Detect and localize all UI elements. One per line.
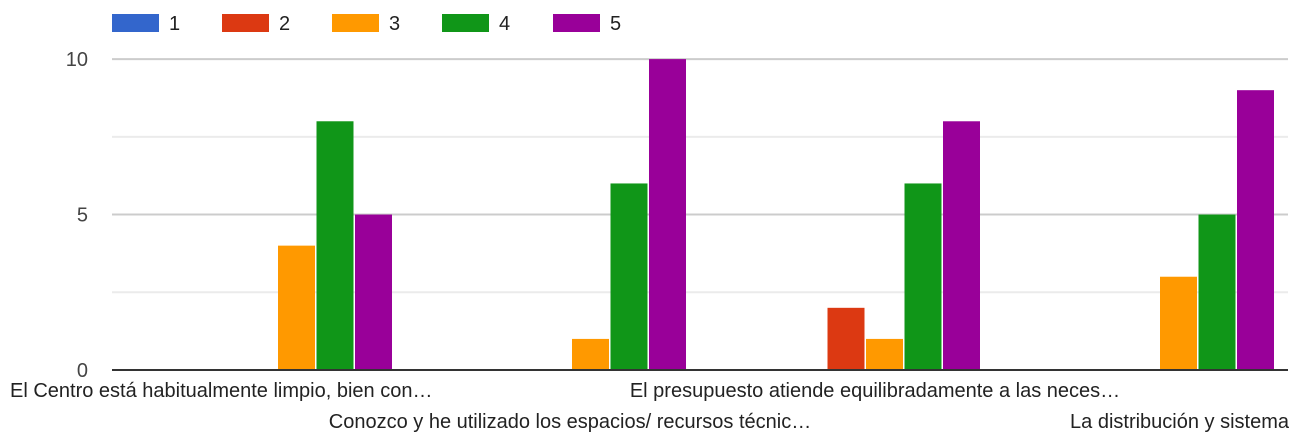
legend-label-4: 4 [499,13,510,35]
bar-series-5 [1237,90,1274,370]
legend-swatch-2 [222,14,269,32]
bars [278,59,1274,370]
y-tick-label: 10 [66,49,88,71]
x-category-label: El presupuesto atiende equilibradamente … [630,380,1120,402]
y-tick-label: 5 [77,205,88,227]
bar-series-5 [355,214,392,370]
legend-swatch-1 [112,14,159,32]
bar-series-2 [827,307,865,370]
gridlines [112,58,1288,294]
legend-label-2: 2 [279,13,290,35]
legend-swatch-3 [332,14,379,32]
bar-series-3 [866,338,903,370]
legend-label-5: 5 [610,13,621,35]
bar-series-4 [904,183,942,370]
bar-series-4 [316,121,354,370]
bar-series-3 [278,245,315,370]
bar-series-3 [572,338,609,370]
bar-series-5 [943,121,980,370]
bar-series-3 [1160,276,1197,370]
y-tick-label: 0 [77,360,88,382]
legend-swatch-4 [442,14,489,32]
x-category-label: El Centro está habitualmente limpio, bie… [10,380,432,402]
legend: 1 2 3 4 5 [112,13,621,35]
bar-series-4 [610,183,648,370]
bar-series-4 [1198,214,1236,370]
x-axis: El Centro está habitualmente limpio, bie… [10,369,1290,433]
x-category-label: Conozco y he utilizado los espacios/ rec… [329,411,811,433]
x-category-label: La distribución y sistema [1070,411,1290,433]
y-axis: 0 5 10 [66,49,88,382]
legend-label-1: 1 [169,13,180,35]
legend-swatch-5 [553,14,600,32]
legend-label-3: 3 [389,13,400,35]
bar-series-5 [649,59,686,370]
